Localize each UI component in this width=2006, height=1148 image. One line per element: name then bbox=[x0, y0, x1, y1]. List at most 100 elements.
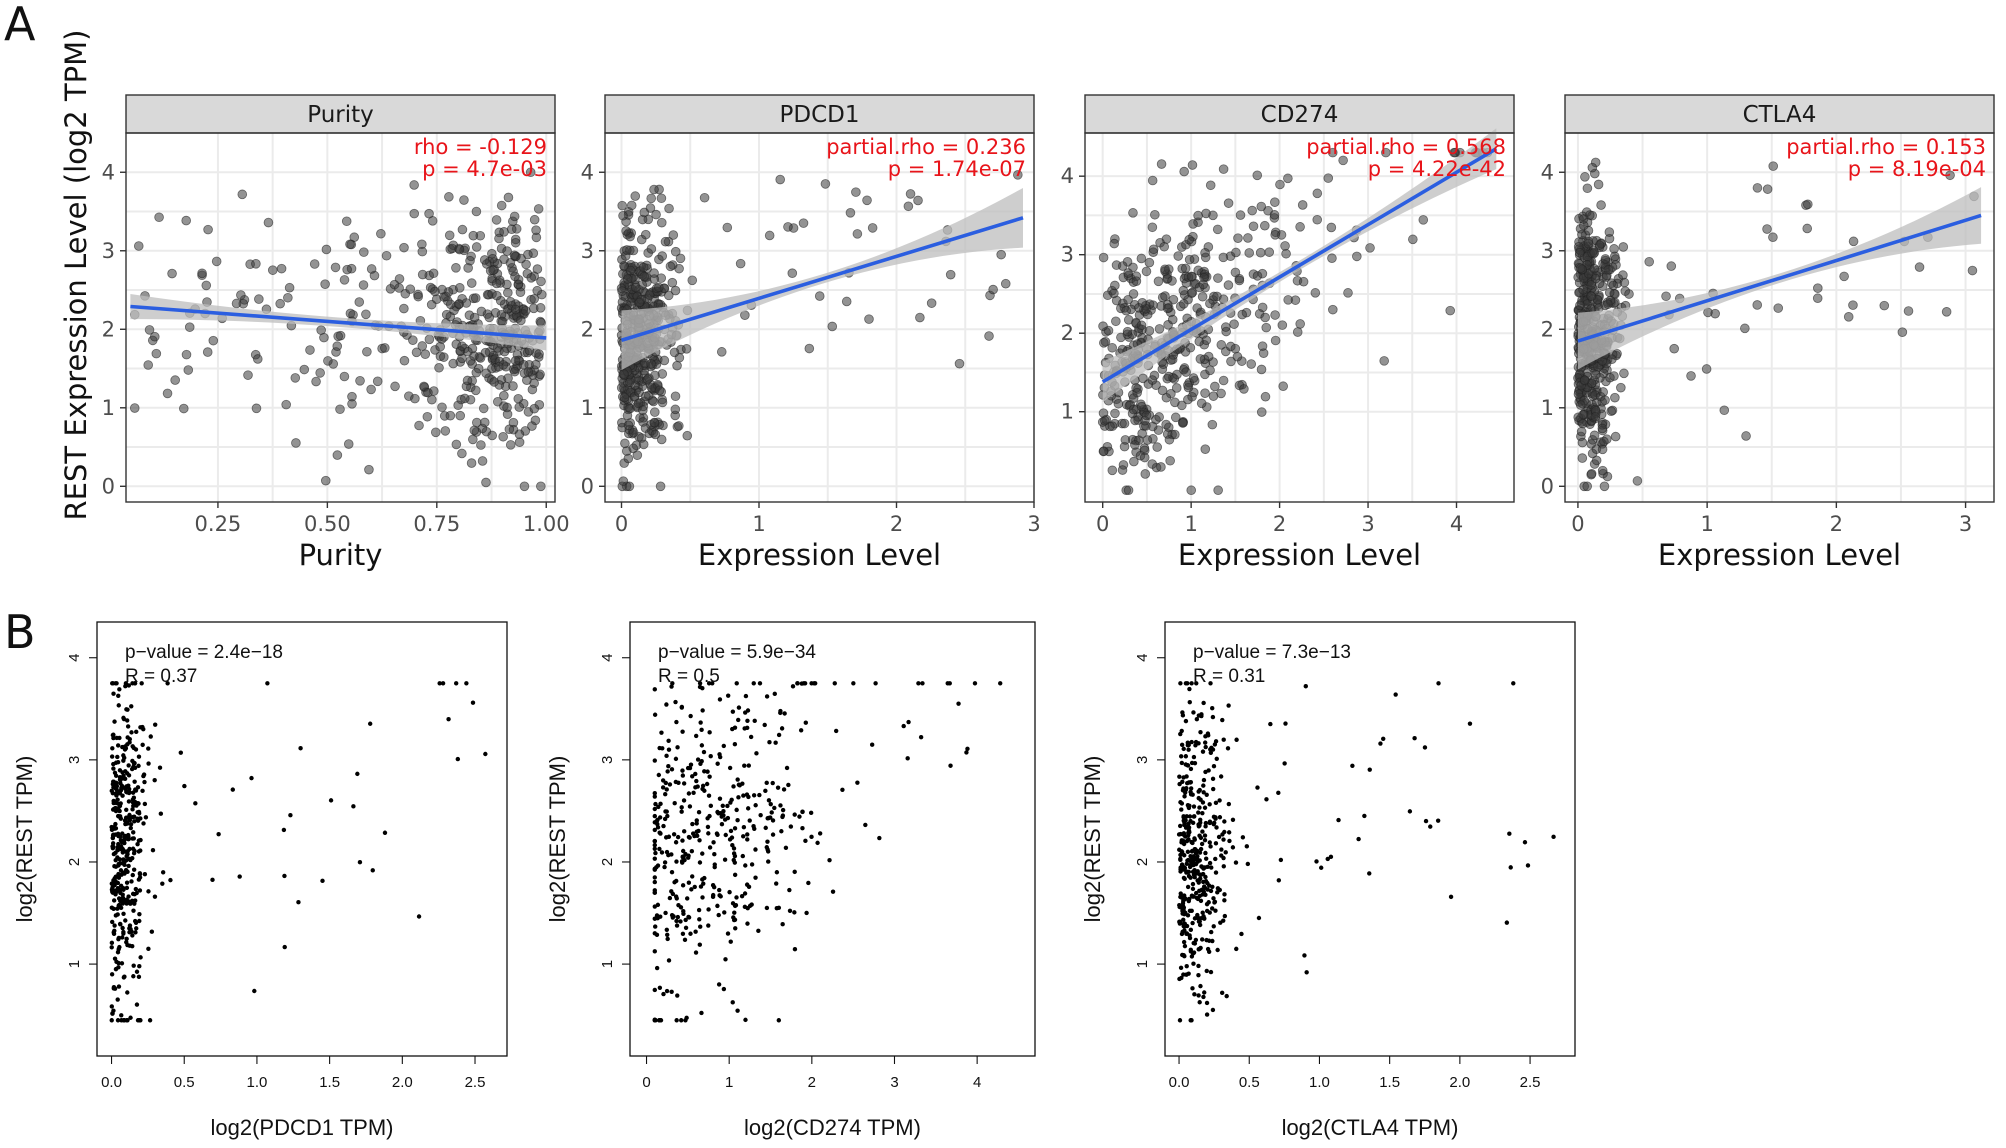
correlation-stat: partial.rho = 0.568 bbox=[1306, 135, 1506, 159]
data-point bbox=[669, 889, 674, 894]
panel-letter-a: A bbox=[4, 0, 36, 51]
x-axis-label: Expression Level bbox=[1178, 538, 1421, 572]
data-point bbox=[695, 757, 701, 762]
data-point bbox=[690, 821, 695, 827]
data-point bbox=[674, 918, 679, 924]
data-point bbox=[988, 284, 998, 295]
data-point bbox=[1586, 468, 1597, 479]
data-point bbox=[1185, 849, 1191, 855]
data-point bbox=[775, 785, 781, 790]
data-point bbox=[1183, 896, 1188, 901]
data-point bbox=[357, 860, 363, 865]
data-point bbox=[680, 848, 686, 854]
data-point bbox=[1589, 247, 1600, 258]
data-point bbox=[137, 964, 142, 969]
data-point bbox=[1343, 288, 1353, 298]
data-point bbox=[722, 857, 728, 862]
data-point bbox=[753, 803, 758, 808]
data-point bbox=[399, 303, 409, 314]
data-point bbox=[1202, 885, 1208, 890]
data-point bbox=[1187, 814, 1193, 819]
data-point bbox=[775, 174, 785, 185]
data-point bbox=[774, 870, 780, 875]
data-point bbox=[139, 681, 144, 686]
data-point bbox=[1362, 813, 1367, 819]
data-point bbox=[753, 847, 758, 852]
x-tick-label: 1 bbox=[725, 1074, 733, 1091]
data-point bbox=[125, 848, 130, 854]
data-point bbox=[1141, 410, 1152, 421]
data-point bbox=[792, 869, 797, 875]
data-point bbox=[723, 832, 728, 838]
data-point bbox=[1013, 170, 1023, 180]
data-point bbox=[518, 359, 529, 370]
data-point bbox=[1160, 291, 1170, 301]
data-point bbox=[453, 400, 463, 411]
data-point bbox=[1193, 743, 1198, 748]
data-point bbox=[498, 431, 508, 442]
data-point bbox=[1187, 908, 1193, 914]
data-point bbox=[263, 217, 274, 228]
data-point bbox=[113, 808, 119, 814]
data-point bbox=[740, 853, 746, 859]
data-point bbox=[342, 264, 352, 275]
data-point bbox=[523, 367, 534, 377]
data-point bbox=[1278, 381, 1288, 392]
x-tick-label: 0.75 bbox=[413, 512, 460, 536]
data-point bbox=[1508, 865, 1513, 870]
data-point bbox=[143, 360, 154, 370]
data-point bbox=[142, 779, 147, 785]
data-point bbox=[1226, 703, 1231, 708]
data-point bbox=[669, 347, 680, 358]
data-point bbox=[1196, 824, 1202, 829]
data-point bbox=[708, 803, 714, 809]
data-point bbox=[243, 370, 253, 380]
data-point bbox=[1110, 408, 1120, 419]
data-point bbox=[674, 719, 679, 725]
data-point bbox=[646, 359, 656, 369]
data-point bbox=[1201, 208, 1211, 219]
data-point bbox=[339, 275, 350, 285]
data-point bbox=[111, 898, 117, 903]
data-point bbox=[1618, 242, 1629, 252]
data-point bbox=[1213, 815, 1218, 820]
data-point bbox=[706, 793, 712, 798]
data-point bbox=[123, 821, 128, 827]
data-point bbox=[705, 769, 710, 774]
data-point bbox=[529, 294, 539, 304]
data-point bbox=[409, 208, 420, 219]
data-point bbox=[770, 780, 775, 786]
data-point bbox=[178, 750, 184, 755]
data-point bbox=[763, 825, 768, 831]
data-point bbox=[339, 371, 350, 382]
data-point bbox=[652, 890, 657, 895]
data-point bbox=[1244, 248, 1255, 258]
data-point bbox=[669, 684, 674, 689]
data-point bbox=[745, 806, 751, 811]
data-point bbox=[721, 813, 726, 818]
data-point bbox=[112, 826, 117, 831]
data-point bbox=[1153, 276, 1164, 287]
data-point bbox=[110, 885, 115, 890]
x-tick-label: 0.0 bbox=[101, 1074, 122, 1091]
data-point bbox=[1191, 710, 1196, 715]
data-point bbox=[1252, 170, 1263, 181]
data-point bbox=[1573, 389, 1584, 399]
data-point bbox=[420, 349, 431, 359]
data-point bbox=[211, 256, 222, 267]
data-point bbox=[661, 823, 666, 829]
data-point bbox=[764, 905, 770, 911]
data-point bbox=[1210, 776, 1216, 782]
data-point bbox=[1159, 241, 1169, 252]
y-tick-label: 3 bbox=[1061, 243, 1074, 267]
data-point bbox=[124, 1018, 130, 1023]
data-point bbox=[439, 352, 449, 362]
data-point bbox=[769, 810, 774, 815]
data-point bbox=[1185, 803, 1191, 808]
data-point bbox=[504, 424, 515, 435]
data-point bbox=[276, 263, 287, 274]
data-point bbox=[1182, 853, 1187, 858]
data-point bbox=[184, 322, 195, 332]
data-point bbox=[700, 851, 705, 856]
data-point bbox=[655, 481, 666, 492]
